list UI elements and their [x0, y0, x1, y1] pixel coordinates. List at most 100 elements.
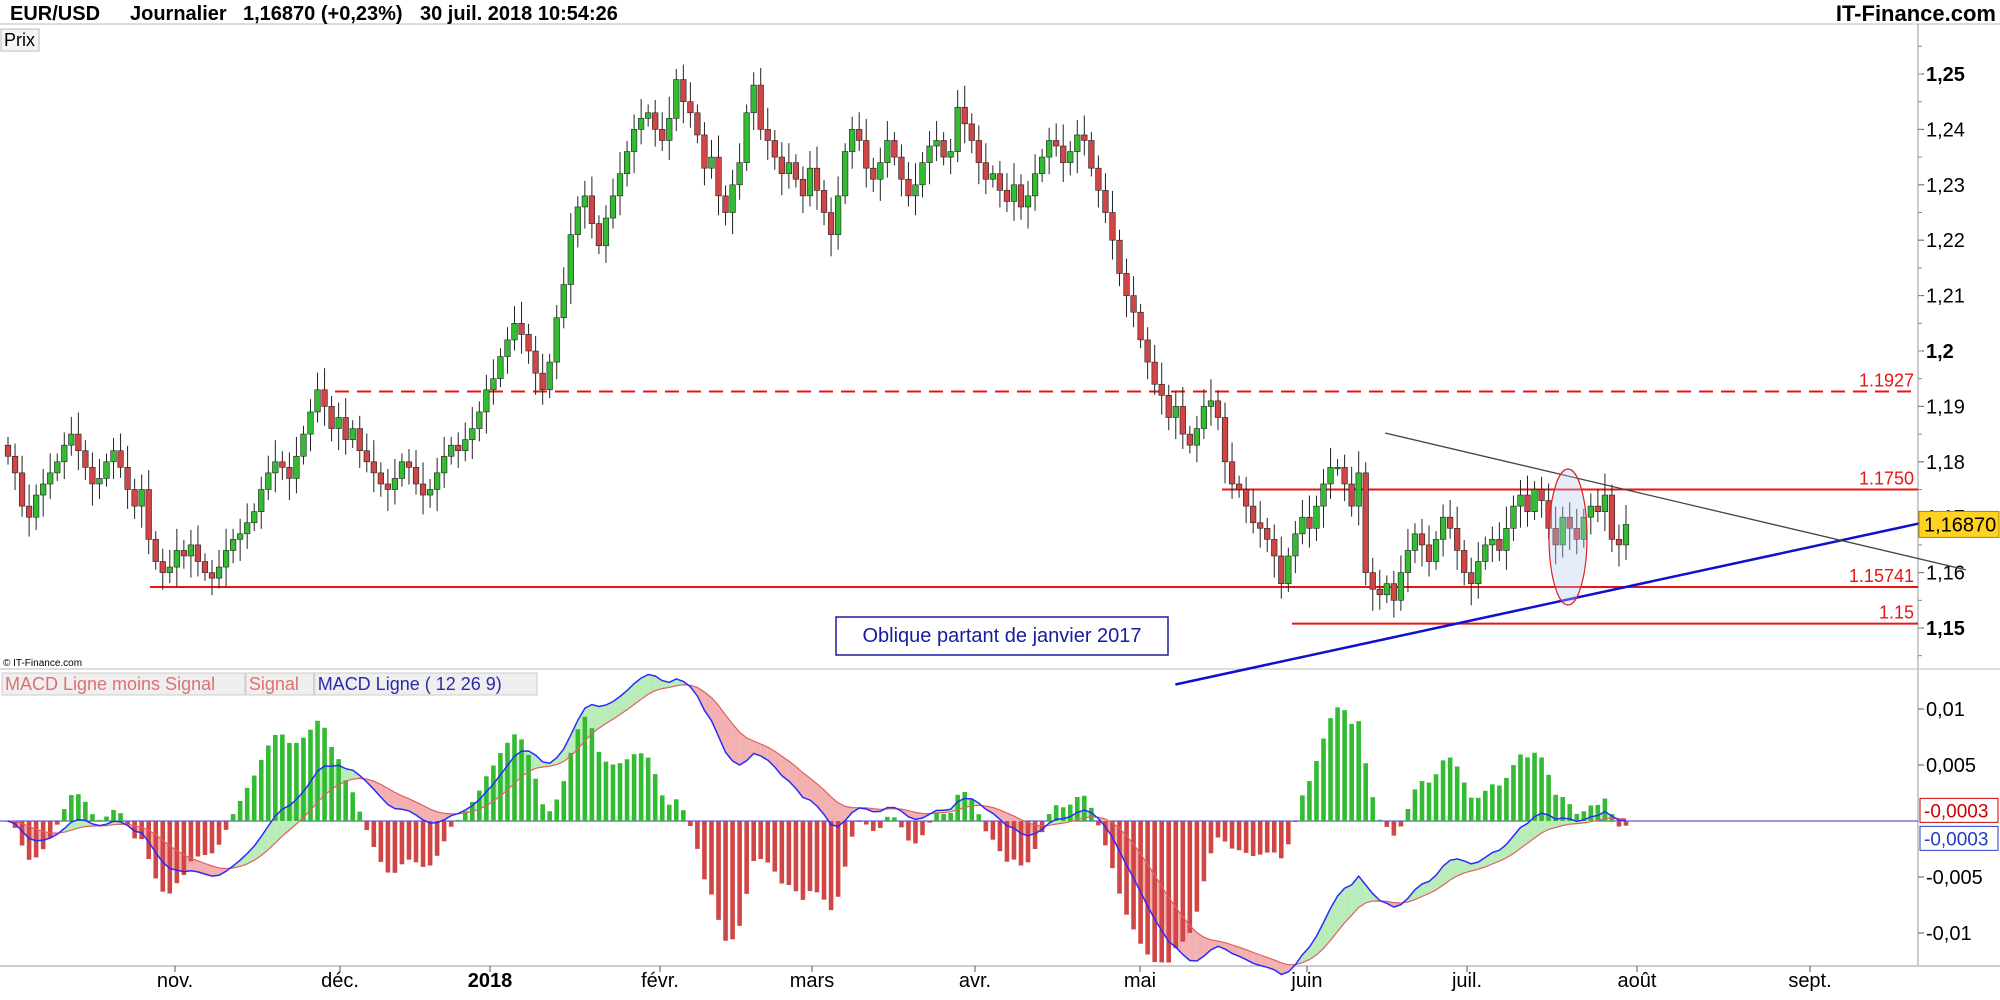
- histogram-bar-down: [913, 821, 918, 844]
- macd-line: [7, 673, 1627, 976]
- candle-up: [504, 339, 511, 357]
- macd-fill-segment: [781, 756, 789, 782]
- candle-down: [455, 444, 462, 452]
- candle-up: [947, 151, 954, 158]
- candle-down: [659, 129, 666, 141]
- histogram-bar-up: [1321, 738, 1326, 821]
- candle-down: [1250, 505, 1257, 524]
- candle-down: [518, 322, 525, 335]
- macd-value-label: -0,0003: [1924, 829, 1988, 850]
- candle-down: [1608, 494, 1616, 540]
- histogram-bar-down: [1236, 821, 1242, 851]
- candle-up: [272, 461, 279, 474]
- candle-up: [1074, 134, 1081, 152]
- histogram-bar-up: [1483, 790, 1488, 821]
- histogram-bar-up: [948, 813, 953, 821]
- candle-down: [1468, 572, 1475, 584]
- histogram-bar-up: [1067, 804, 1073, 821]
- histogram-bar-down: [800, 821, 806, 900]
- candle-down: [405, 461, 413, 468]
- histogram-bar-up: [294, 742, 299, 821]
- candle-down: [1278, 555, 1285, 584]
- histogram-bar-down: [856, 821, 862, 822]
- histogram-bar-up: [1363, 763, 1369, 821]
- x-tick-label: juil.: [1451, 970, 1482, 992]
- histogram-bar-down: [1138, 821, 1143, 944]
- histogram-bar-down: [1004, 821, 1010, 862]
- price-tick-label: 1,25: [1926, 64, 1965, 86]
- candle-up: [1200, 406, 1208, 429]
- macd-fill-segment: [1337, 888, 1345, 932]
- candle-down: [1538, 489, 1545, 501]
- histogram-bar-up: [1377, 819, 1383, 821]
- histogram-bar-up: [1300, 795, 1305, 821]
- candle-down: [117, 450, 124, 468]
- histogram-bar-down: [1025, 821, 1031, 863]
- candle-up: [68, 433, 75, 446]
- histogram-bar-down: [1110, 821, 1115, 869]
- candle-down: [342, 417, 349, 440]
- macd-legend-box: [1, 672, 246, 696]
- macd-fill-segment: [1260, 955, 1268, 968]
- macd-fill-segment: [387, 788, 395, 809]
- candle-down: [1144, 339, 1151, 363]
- histogram-bar-down: [392, 821, 398, 873]
- candle-up: [1489, 539, 1496, 546]
- histogram-bar-down: [1215, 821, 1221, 838]
- histogram-bar-down: [1194, 821, 1200, 912]
- histogram-bar-up: [1567, 804, 1573, 821]
- candle-down: [525, 334, 532, 352]
- histogram-bar-up: [547, 811, 552, 821]
- candle-up: [258, 489, 265, 512]
- candle-up: [729, 184, 736, 213]
- histogram-bar-up: [1307, 781, 1312, 821]
- candle-down: [827, 212, 835, 235]
- macd-fill-segment: [1210, 939, 1218, 950]
- candle-up: [1313, 505, 1320, 529]
- candle-up: [623, 151, 631, 175]
- candle-up: [237, 533, 244, 540]
- macd-legend-item: MACD Ligne ( 12 26 9): [318, 674, 502, 694]
- histogram-bar-down: [26, 821, 32, 860]
- candle-down: [961, 106, 968, 125]
- macd-fill-segment: [767, 747, 775, 767]
- histogram-bar-up: [1602, 798, 1608, 821]
- histogram-bar-down: [814, 821, 820, 893]
- macd-fill-segment: [1344, 884, 1352, 923]
- histogram-bar-down: [1145, 821, 1150, 955]
- candle-up: [842, 151, 849, 197]
- histogram-bar-down: [1623, 821, 1629, 826]
- candle-down: [1496, 539, 1503, 551]
- histogram-bar-down: [723, 821, 728, 941]
- candle-down: [905, 178, 912, 197]
- histogram-bar-up: [533, 778, 538, 821]
- header-symbol: EUR/USD: [10, 3, 100, 25]
- candle-up: [630, 129, 638, 152]
- candle-down: [1235, 483, 1243, 490]
- candle-down: [1271, 539, 1278, 557]
- macd-fill-segment: [1485, 852, 1493, 867]
- x-tick-label: 2018: [468, 970, 513, 992]
- candle-down: [1060, 145, 1067, 163]
- histogram-bar-down: [1032, 821, 1038, 849]
- candle-down: [1053, 140, 1060, 147]
- histogram-bar-down: [19, 821, 25, 846]
- histogram-bar-up: [554, 799, 560, 821]
- header-period: Journalier: [130, 3, 227, 25]
- macd-fill-segment: [774, 751, 782, 776]
- candle-down: [1158, 383, 1165, 396]
- macd-fill-segment: [648, 674, 656, 695]
- histogram-bar-up: [462, 811, 468, 821]
- histogram-bar-up: [1440, 760, 1446, 821]
- macd-fill-segment: [1253, 952, 1261, 966]
- candle-down: [722, 195, 729, 213]
- candle-up: [1601, 494, 1608, 512]
- histogram-bar-down: [1264, 821, 1270, 853]
- histogram-bar-up: [1525, 757, 1530, 821]
- histogram-bar-up: [603, 761, 609, 821]
- last-price-tag: [1918, 510, 2000, 538]
- candle-down: [377, 472, 384, 485]
- histogram-bar-up: [1504, 777, 1509, 821]
- x-tick-label: mai: [1124, 970, 1156, 992]
